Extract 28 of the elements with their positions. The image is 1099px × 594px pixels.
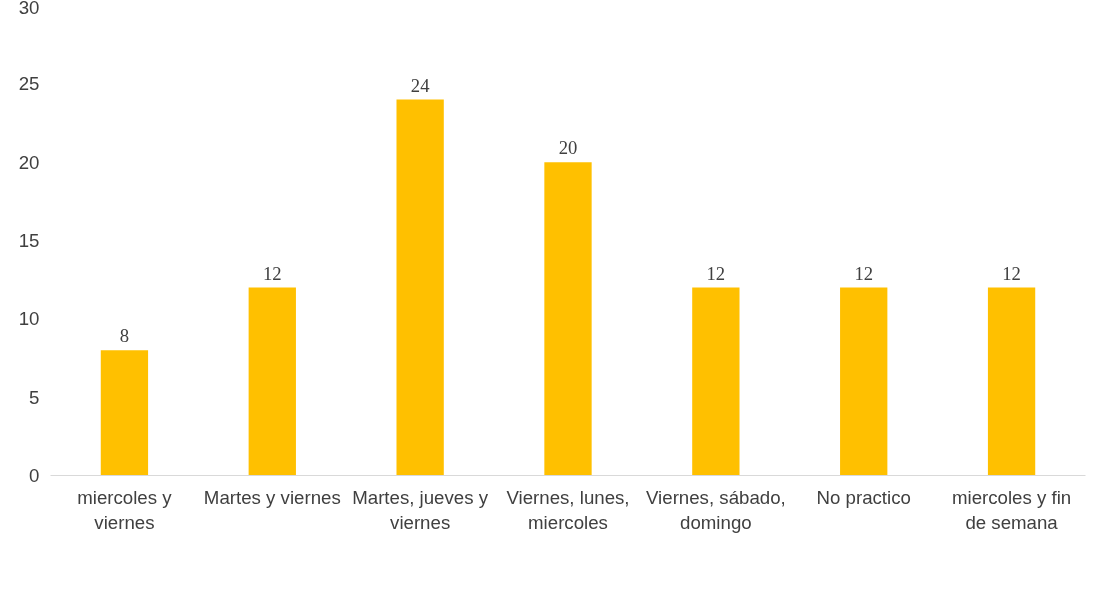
x-tick-label: Viernes, lunes, miercoles: [506, 486, 630, 533]
data-label: 12: [1002, 262, 1021, 284]
y-tick-label: 20: [18, 151, 40, 173]
data-label: 20: [558, 137, 578, 159]
bar: [987, 287, 1036, 476]
y-tick-label: 25: [18, 73, 40, 95]
bar: [692, 287, 740, 476]
y-tick-label: 10: [18, 308, 40, 330]
x-tick-label: miercoles y viernes: [77, 486, 173, 533]
bar: [840, 287, 888, 476]
bar: [396, 99, 444, 476]
y-tick-label: 5: [29, 386, 40, 408]
x-tick-label: miercoles y fin de semana: [951, 486, 1072, 533]
data-label: 12: [854, 262, 874, 284]
data-label: 12: [262, 262, 282, 284]
data-label: 24: [410, 74, 431, 96]
data-label: 8: [119, 325, 130, 347]
y-tick-label: 0: [29, 465, 40, 486]
x-tick-label: Martes y viernes: [203, 486, 341, 508]
bar: [248, 287, 296, 476]
data-label: 12: [706, 262, 726, 284]
x-tick-label: No practico: [816, 486, 911, 508]
bar: [544, 162, 592, 476]
y-tick-label: 15: [18, 230, 40, 251]
x-tick-label: Martes, jueves y viernes: [352, 486, 489, 533]
y-tick-label: 30: [18, 0, 40, 18]
x-tick-label: Viernes, sábado, domingo: [646, 486, 786, 533]
bar: [100, 350, 149, 476]
